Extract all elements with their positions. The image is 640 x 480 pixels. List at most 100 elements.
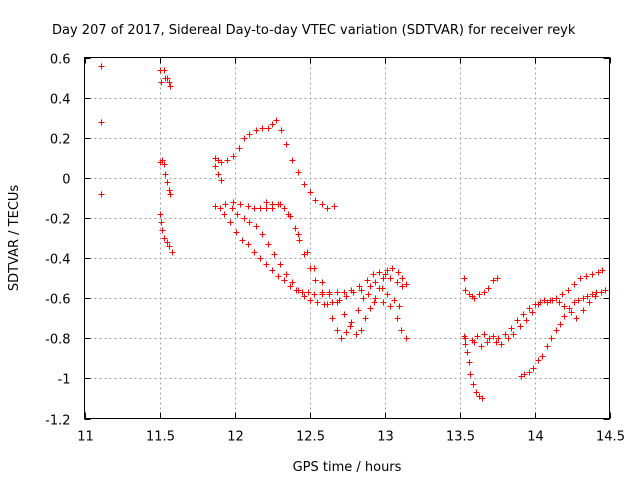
data-point bbox=[157, 211, 164, 218]
data-point bbox=[490, 277, 497, 284]
data-point bbox=[164, 75, 171, 82]
data-point bbox=[461, 275, 468, 282]
data-point bbox=[358, 327, 365, 334]
data-point bbox=[556, 299, 563, 306]
data-point bbox=[98, 119, 105, 126]
data-point bbox=[355, 307, 362, 314]
data-point bbox=[577, 275, 584, 282]
data-point bbox=[380, 299, 387, 306]
data-point bbox=[553, 295, 560, 302]
data-point bbox=[403, 281, 410, 288]
data-point bbox=[166, 243, 173, 250]
data-point bbox=[269, 267, 276, 274]
data-point bbox=[265, 125, 272, 132]
series-s2 bbox=[157, 67, 174, 90]
series-s11 bbox=[461, 275, 501, 302]
series-s1 bbox=[98, 63, 105, 198]
y-tick-label: 0 bbox=[62, 173, 70, 188]
data-point bbox=[218, 159, 225, 166]
data-point bbox=[568, 309, 575, 316]
x-axis-label: GPS time / hours bbox=[293, 460, 402, 475]
y-tick-label: 0.4 bbox=[50, 93, 71, 108]
x-tick-label: 14 bbox=[527, 430, 544, 445]
data-point bbox=[474, 333, 481, 340]
x-tick-label: 13.5 bbox=[446, 430, 475, 445]
plot-frame bbox=[84, 57, 610, 419]
y-tick-label: -0.2 bbox=[45, 213, 70, 228]
data-point bbox=[237, 201, 244, 208]
data-point bbox=[246, 219, 253, 226]
data-point bbox=[275, 273, 282, 280]
data-point bbox=[338, 335, 345, 342]
data-point bbox=[98, 63, 105, 70]
data-point bbox=[505, 335, 512, 342]
data-point bbox=[478, 343, 485, 350]
data-point bbox=[241, 135, 248, 142]
data-point bbox=[481, 331, 488, 338]
data-point bbox=[561, 313, 568, 320]
data-point bbox=[462, 335, 469, 342]
data-point bbox=[304, 249, 311, 256]
data-point bbox=[319, 289, 326, 296]
data-point bbox=[158, 79, 165, 86]
data-point bbox=[273, 117, 280, 124]
data-point bbox=[281, 277, 288, 284]
data-point bbox=[307, 297, 314, 304]
data-point bbox=[486, 335, 493, 342]
data-point bbox=[305, 289, 312, 296]
data-point bbox=[559, 291, 566, 298]
series-s15 bbox=[518, 287, 609, 380]
data-point bbox=[218, 177, 225, 184]
data-point bbox=[329, 315, 336, 322]
y-tick-label: -0.4 bbox=[45, 253, 70, 268]
data-point bbox=[391, 297, 398, 304]
data-point bbox=[326, 289, 333, 296]
data-point bbox=[307, 189, 314, 196]
data-point bbox=[367, 283, 374, 290]
data-point bbox=[269, 205, 276, 212]
data-point bbox=[312, 197, 319, 204]
y-tick-label: -0.6 bbox=[45, 293, 70, 308]
data-point bbox=[289, 157, 296, 164]
series-s12 bbox=[461, 333, 486, 402]
series-s5 bbox=[212, 117, 338, 212]
data-point bbox=[544, 343, 551, 350]
data-point bbox=[481, 289, 488, 296]
data-point bbox=[263, 205, 270, 212]
data-point bbox=[553, 327, 560, 334]
data-point bbox=[598, 289, 605, 296]
data-point bbox=[387, 303, 394, 310]
data-point bbox=[484, 339, 491, 346]
data-point bbox=[561, 303, 568, 310]
data-point bbox=[347, 323, 354, 330]
data-point bbox=[311, 265, 318, 272]
x-tick-label: 13 bbox=[377, 430, 394, 445]
data-point bbox=[372, 279, 379, 286]
data-point bbox=[537, 299, 544, 306]
data-point bbox=[485, 285, 492, 292]
series-s10 bbox=[263, 199, 410, 338]
data-point bbox=[399, 275, 406, 282]
data-point bbox=[473, 389, 480, 396]
data-point bbox=[221, 211, 228, 218]
data-point bbox=[253, 127, 260, 134]
data-point bbox=[529, 309, 536, 316]
data-point bbox=[311, 291, 318, 298]
data-point bbox=[227, 219, 234, 226]
x-tick-label: 11.5 bbox=[146, 430, 175, 445]
data-point bbox=[251, 249, 258, 256]
data-point bbox=[384, 267, 391, 274]
data-point bbox=[283, 271, 290, 278]
data-point bbox=[398, 327, 405, 334]
data-point bbox=[548, 335, 555, 342]
data-point bbox=[169, 249, 176, 256]
x-tick-label: 12 bbox=[227, 430, 244, 445]
data-point bbox=[470, 381, 477, 388]
data-point bbox=[224, 157, 231, 164]
data-point bbox=[394, 315, 401, 322]
data-point bbox=[502, 331, 509, 338]
data-point bbox=[324, 301, 331, 308]
data-point bbox=[376, 285, 383, 292]
data-point bbox=[312, 277, 319, 284]
data-point bbox=[230, 153, 237, 160]
